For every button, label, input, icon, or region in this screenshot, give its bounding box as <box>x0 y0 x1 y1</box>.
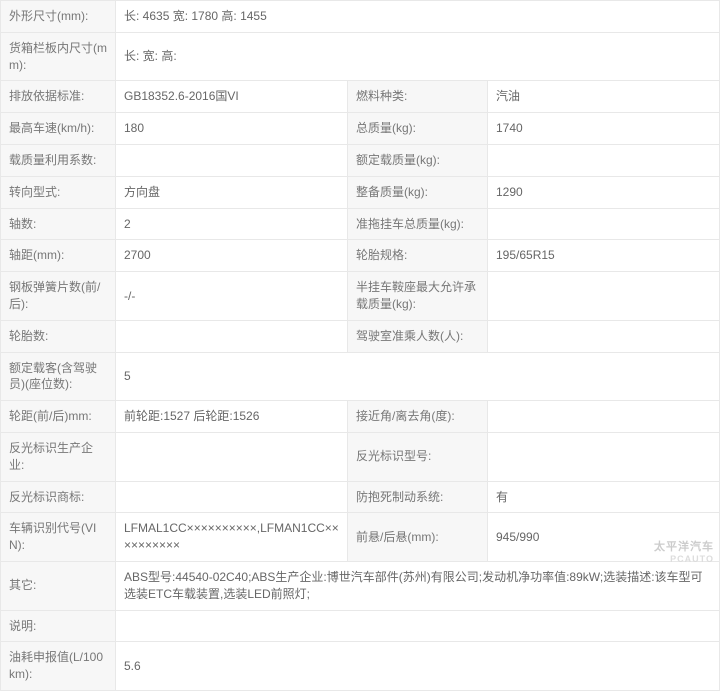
val-leafspring: -/- <box>116 272 348 321</box>
val-abs: 有 <box>488 481 720 513</box>
label-wheelbase: 轴距(mm): <box>1 240 116 272</box>
table-row: 轴距(mm):2700轮胎规格:195/65R15 <box>1 240 720 272</box>
watermark-sub: PCAUTO <box>654 554 714 564</box>
val-cabpeople <box>488 320 720 352</box>
val-trailermass <box>488 208 720 240</box>
table-row: 车辆识别代号(VIN):LFMAL1CC××××××××××,LFMAN1CC×… <box>1 513 720 562</box>
val-emission: GB18352.6-2016国VI <box>116 81 348 113</box>
val-other: ABS型号:44540-02C40;ABS生产企业:博世汽车部件(苏州)有限公司… <box>116 561 720 610</box>
label-ratedmass: 额定载质量(kg): <box>348 144 488 176</box>
label-dim: 外形尺寸(mm): <box>1 1 116 33</box>
val-saddle <box>488 272 720 321</box>
val-tirecount <box>116 320 348 352</box>
label-curbmass: 整备质量(kg): <box>348 176 488 208</box>
label-other: 其它: <box>1 561 116 610</box>
label-angle: 接近角/离去角(度): <box>348 401 488 433</box>
label-steering: 转向型式: <box>1 176 116 208</box>
label-totalmass: 总质量(kg): <box>348 113 488 145</box>
val-masscoef <box>116 144 348 176</box>
table-row: 反光标识生产企业: 反光标识型号: <box>1 432 720 481</box>
val-curbmass: 1290 <box>488 176 720 208</box>
table-row: 外形尺寸(mm):长: 4635 宽: 1780 高: 1455 <box>1 1 720 33</box>
table-row: 钢板弹簧片数(前/后):-/-半挂车鞍座最大允许承载质量(kg): <box>1 272 720 321</box>
spec-table: 外形尺寸(mm):长: 4635 宽: 1780 高: 1455 货箱栏板内尺寸… <box>0 0 720 691</box>
label-tire: 轮胎规格: <box>348 240 488 272</box>
val-fuel: 5.6 <box>116 642 720 691</box>
table-row: 货箱栏板内尺寸(mm):长: 宽: 高: <box>1 32 720 81</box>
val-tire: 195/65R15 <box>488 240 720 272</box>
label-trailermass: 准拖挂车总质量(kg): <box>348 208 488 240</box>
val-angle <box>488 401 720 433</box>
val-steering: 方向盘 <box>116 176 348 208</box>
val-ratedmass <box>488 144 720 176</box>
label-saddle: 半挂车鞍座最大允许承载质量(kg): <box>348 272 488 321</box>
table-row: 轴数:2准拖挂车总质量(kg): <box>1 208 720 240</box>
watermark: 太平洋汽车 PCAUTO <box>654 538 714 564</box>
label-reflecttm: 反光标识商标: <box>1 481 116 513</box>
val-totalmass: 1740 <box>488 113 720 145</box>
val-fueltype: 汽油 <box>488 81 720 113</box>
table-row: 转向型式:方向盘整备质量(kg):1290 <box>1 176 720 208</box>
table-row: 轮胎数: 驾驶室准乘人数(人): <box>1 320 720 352</box>
label-emission: 排放依据标准: <box>1 81 116 113</box>
val-topspeed: 180 <box>116 113 348 145</box>
label-note: 说明: <box>1 610 116 642</box>
label-topspeed: 最高车速(km/h): <box>1 113 116 145</box>
label-tirecount: 轮胎数: <box>1 320 116 352</box>
table-row: 载质量利用系数: 额定载质量(kg): <box>1 144 720 176</box>
table-row: 额定载客(含驾驶员)(座位数):5 <box>1 352 720 401</box>
label-vin: 车辆识别代号(VIN): <box>1 513 116 562</box>
label-seats: 额定载客(含驾驶员)(座位数): <box>1 352 116 401</box>
label-overhang: 前悬/后悬(mm): <box>348 513 488 562</box>
label-reflectmodel: 反光标识型号: <box>348 432 488 481</box>
table-row: 反光标识商标: 防抱死制动系统:有 <box>1 481 720 513</box>
table-row: 最高车速(km/h):180总质量(kg):1740 <box>1 113 720 145</box>
label-masscoef: 载质量利用系数: <box>1 144 116 176</box>
val-reflectmfg <box>116 432 348 481</box>
val-axles: 2 <box>116 208 348 240</box>
val-vin: LFMAL1CC××××××××××,LFMAN1CC×××××××××× <box>116 513 348 562</box>
val-dim: 长: 4635 宽: 1780 高: 1455 <box>116 1 720 33</box>
label-reflectmfg: 反光标识生产企业: <box>1 432 116 481</box>
val-wheelbase: 2700 <box>116 240 348 272</box>
table-row: 排放依据标准:GB18352.6-2016国VI燃料种类:汽油 <box>1 81 720 113</box>
label-axles: 轴数: <box>1 208 116 240</box>
table-row: 说明: <box>1 610 720 642</box>
table-row: 轮距(前/后)mm:前轮距:1527 后轮距:1526接近角/离去角(度): <box>1 401 720 433</box>
val-cargo: 长: 宽: 高: <box>116 32 720 81</box>
val-track: 前轮距:1527 后轮距:1526 <box>116 401 348 433</box>
val-note <box>116 610 720 642</box>
label-track: 轮距(前/后)mm: <box>1 401 116 433</box>
table-row: 其它:ABS型号:44540-02C40;ABS生产企业:博世汽车部件(苏州)有… <box>1 561 720 610</box>
label-cargo: 货箱栏板内尺寸(mm): <box>1 32 116 81</box>
label-fuel: 油耗申报值(L/100km): <box>1 642 116 691</box>
label-fueltype: 燃料种类: <box>348 81 488 113</box>
val-reflectmodel <box>488 432 720 481</box>
label-cabpeople: 驾驶室准乘人数(人): <box>348 320 488 352</box>
val-seats: 5 <box>116 352 720 401</box>
val-reflecttm <box>116 481 348 513</box>
table-row: 油耗申报值(L/100km):5.6 <box>1 642 720 691</box>
label-abs: 防抱死制动系统: <box>348 481 488 513</box>
label-leafspring: 钢板弹簧片数(前/后): <box>1 272 116 321</box>
watermark-main: 太平洋汽车 <box>654 538 714 554</box>
